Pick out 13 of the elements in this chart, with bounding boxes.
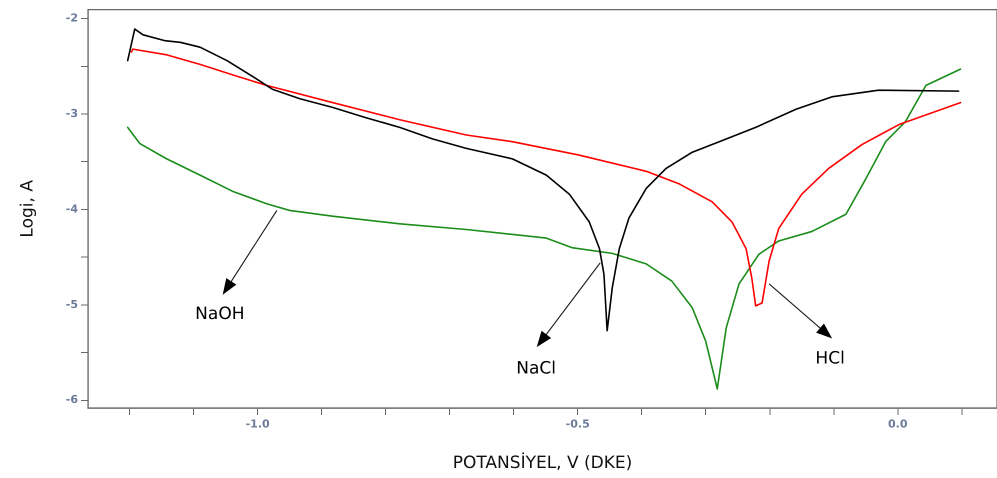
y-tick-label: -6	[66, 393, 78, 406]
y-tick-label: -3	[66, 106, 78, 120]
y-tick-label: -4	[66, 202, 78, 216]
x-tick-label: 0.0	[888, 417, 908, 430]
y-tick-label: -5	[66, 298, 78, 311]
x-tick-label: -0.5	[566, 417, 590, 430]
annotation: HCl	[815, 348, 845, 368]
annotation: NaOH	[195, 304, 244, 324]
x-axis-title: POTANSİYEL, V (DKE)	[452, 452, 632, 474]
y-axis-title: Logi, A	[18, 180, 38, 238]
annotation: NaCl	[516, 358, 556, 378]
y-tick-label: -2	[66, 11, 78, 24]
x-tick-label: -1.0	[246, 417, 270, 430]
